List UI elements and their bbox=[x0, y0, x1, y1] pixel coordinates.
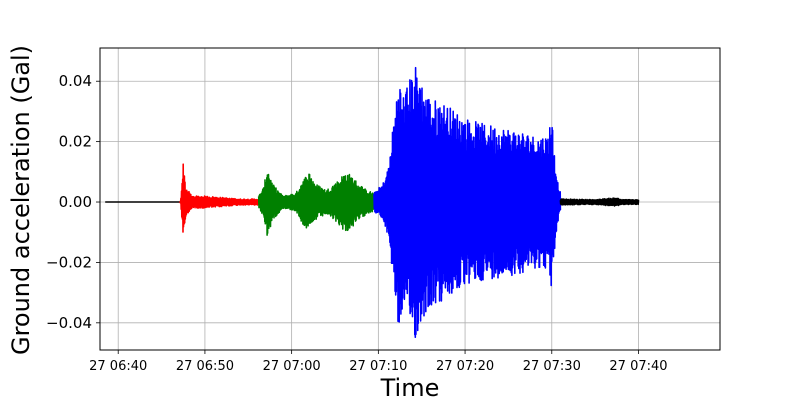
x-axis-label: Time bbox=[380, 374, 440, 400]
x-tick-label: 27 07:40 bbox=[609, 359, 667, 374]
x-tick-label: 27 06:50 bbox=[176, 359, 234, 374]
y-tick-label: 0.00 bbox=[59, 193, 92, 211]
series-3-line bbox=[373, 66, 562, 338]
plot-frame bbox=[99, 47, 721, 351]
y-axis-label: Ground acceleration (Gal) bbox=[7, 45, 35, 355]
x-tick-label: 27 07:00 bbox=[263, 359, 321, 374]
x-tick-label: 27 06:40 bbox=[89, 359, 147, 374]
y-tick-label: −0.04 bbox=[46, 314, 92, 332]
series-1-line bbox=[179, 163, 260, 233]
y-tick-label: 0.04 bbox=[59, 72, 92, 90]
y-tick-label: 0.02 bbox=[59, 133, 92, 151]
series-4-line bbox=[559, 197, 640, 207]
series-2-line bbox=[257, 173, 375, 236]
x-tick-label: 27 07:30 bbox=[523, 359, 581, 374]
tick-layer: 27 06:40 27 06:50 27 07:00 27 07:10 27 07:20… bbox=[46, 72, 668, 374]
series-layer bbox=[104, 66, 640, 338]
x-tick-label: 27 07:20 bbox=[436, 359, 494, 374]
y-tick-label: −0.02 bbox=[46, 253, 92, 271]
x-tick-label: 27 07:10 bbox=[349, 359, 407, 374]
